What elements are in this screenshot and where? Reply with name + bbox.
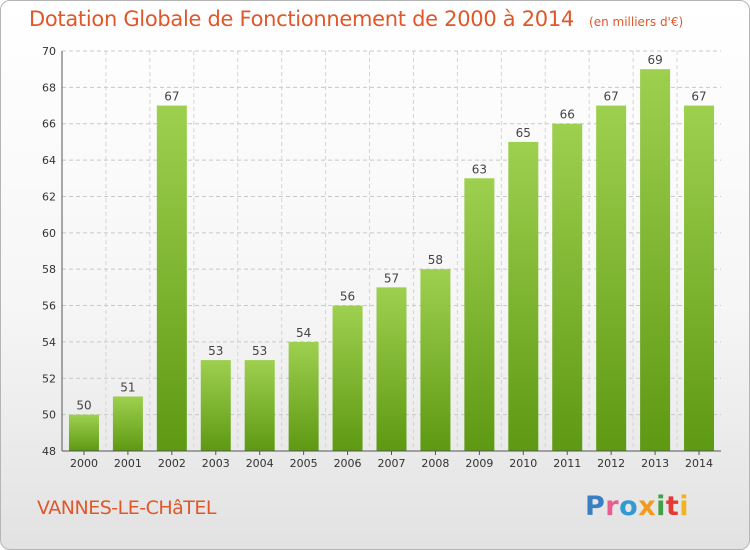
bar bbox=[464, 178, 495, 452]
x-tick-label: 2005 bbox=[290, 457, 318, 470]
chart-subtitle: (en milliers d'€) bbox=[589, 15, 684, 29]
value-label: 66 bbox=[560, 108, 575, 122]
y-tick-label: 64 bbox=[42, 154, 56, 167]
logo-letter: x bbox=[638, 491, 657, 522]
value-label: 67 bbox=[164, 90, 179, 104]
bar bbox=[288, 341, 319, 451]
bar bbox=[596, 105, 627, 451]
value-label: 69 bbox=[647, 53, 662, 67]
axes: 48 50 52 54 56 58 60 62 64 66 68 70 2000 2001 2002 2003… bbox=[42, 45, 721, 470]
proxiti-logo[interactable]: Proxiti bbox=[585, 491, 689, 522]
bar bbox=[508, 141, 539, 451]
x-tick-label: 2001 bbox=[114, 457, 142, 470]
value-label: 67 bbox=[604, 90, 619, 104]
x-tick-label: 2010 bbox=[509, 457, 537, 470]
bars bbox=[68, 69, 715, 452]
bar bbox=[244, 360, 275, 451]
bar bbox=[200, 360, 231, 451]
x-tick-label: 2011 bbox=[553, 457, 581, 470]
y-tick-label: 52 bbox=[42, 372, 56, 385]
value-label: 53 bbox=[252, 344, 267, 358]
title-row: Dotation Globale de Fonctionnement de 20… bbox=[29, 7, 683, 31]
value-label: 63 bbox=[472, 162, 487, 176]
logo-letter: i bbox=[679, 491, 690, 522]
y-tick-label: 62 bbox=[42, 190, 56, 203]
y-tick-label: 66 bbox=[42, 118, 56, 131]
y-tick-label: 58 bbox=[42, 263, 56, 276]
value-label: 50 bbox=[76, 399, 91, 413]
x-tick-label: 2014 bbox=[685, 457, 713, 470]
x-tick-label: 2004 bbox=[246, 457, 274, 470]
value-labels: 50 51 67 53 53 54 56 57 58 63 65 66 67 69 67 bbox=[76, 53, 706, 412]
bar bbox=[552, 123, 583, 452]
x-tick-label: 2013 bbox=[641, 457, 669, 470]
value-label: 67 bbox=[691, 90, 706, 104]
logo-letter: P bbox=[585, 491, 606, 522]
bar bbox=[156, 105, 187, 451]
bar bbox=[332, 305, 363, 451]
bar bbox=[112, 396, 143, 451]
bar bbox=[420, 269, 451, 451]
x-tick-label: 2000 bbox=[70, 457, 98, 470]
x-tick-label: 2008 bbox=[421, 457, 449, 470]
chart-title: Dotation Globale de Fonctionnement de 20… bbox=[29, 7, 574, 31]
x-tick-label: 2012 bbox=[597, 457, 625, 470]
y-tick-label: 50 bbox=[42, 409, 56, 422]
x-tick-label: 2007 bbox=[378, 457, 406, 470]
bar bbox=[68, 414, 99, 451]
logo-letter: i bbox=[656, 491, 666, 522]
value-label: 57 bbox=[384, 271, 399, 285]
y-tick-label: 54 bbox=[42, 336, 56, 349]
x-tick-label: 2006 bbox=[334, 457, 362, 470]
logo-letter: o bbox=[619, 491, 639, 522]
y-tick-label: 56 bbox=[42, 300, 56, 313]
y-tick-label: 70 bbox=[42, 45, 56, 58]
value-label: 51 bbox=[120, 380, 135, 394]
x-tick-label: 2009 bbox=[465, 457, 493, 470]
y-tick-label: 68 bbox=[42, 81, 56, 94]
value-label: 65 bbox=[516, 126, 531, 140]
bar bbox=[640, 69, 671, 451]
city-name: VANNES-LE-CHâTEL bbox=[37, 497, 216, 519]
x-tick-label: 2003 bbox=[202, 457, 230, 470]
y-tick-label: 60 bbox=[42, 227, 56, 240]
logo-letter: t bbox=[665, 491, 680, 522]
value-label: 56 bbox=[340, 290, 355, 304]
x-tick-label: 2002 bbox=[158, 457, 186, 470]
bar bbox=[376, 287, 407, 451]
y-tick-label: 48 bbox=[42, 445, 56, 458]
bar bbox=[684, 105, 715, 451]
value-label: 58 bbox=[428, 253, 443, 267]
logo-letter: r bbox=[605, 491, 620, 522]
value-label: 53 bbox=[208, 344, 223, 358]
value-label: 54 bbox=[296, 326, 311, 340]
